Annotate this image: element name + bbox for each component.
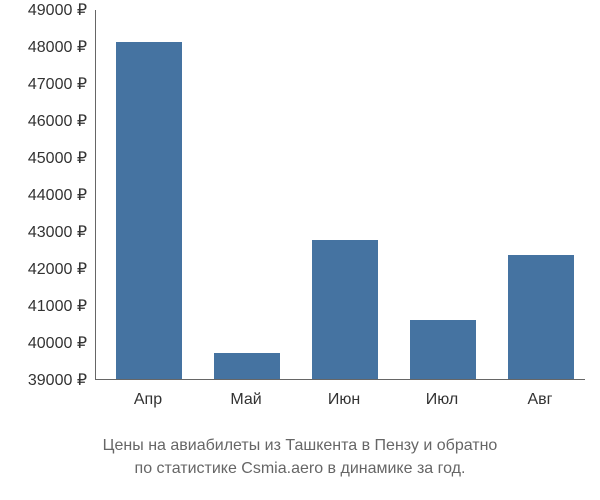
y-tick-label: 44000 ₽ [28, 185, 87, 205]
x-tick-label: Июн [328, 391, 360, 409]
y-tick-label: 45000 ₽ [28, 148, 87, 168]
chart-caption: Цены на авиабилеты из Ташкента в Пензу и… [0, 434, 600, 480]
y-tick-label: 47000 ₽ [28, 74, 87, 94]
bar [214, 353, 280, 379]
y-tick-label: 39000 ₽ [28, 370, 87, 390]
y-tick-label: 40000 ₽ [28, 333, 87, 353]
y-tick-label: 41000 ₽ [28, 296, 87, 316]
y-tick-label: 48000 ₽ [28, 37, 87, 57]
plot-area [95, 10, 585, 380]
y-axis: 49000 ₽48000 ₽47000 ₽46000 ₽45000 ₽44000… [0, 10, 95, 380]
price-chart: 49000 ₽ 48000 ₽ 47000 ₽ 46000 ₽ 45000 ₽ 44000… [0, 0, 600, 500]
bar [116, 42, 182, 379]
x-tick-label: Апр [134, 391, 162, 409]
x-tick-label: Июл [426, 391, 458, 409]
y-tick-label: 49000 ₽ [28, 0, 87, 20]
caption-line-1: Цены на авиабилеты из Ташкента в Пензу и… [103, 437, 498, 454]
y-tick-label: 43000 ₽ [28, 222, 87, 242]
x-tick-label: Май [230, 391, 261, 409]
bar [312, 240, 378, 379]
bar [410, 320, 476, 379]
bar [508, 255, 574, 379]
y-tick-label: 46000 ₽ [28, 111, 87, 131]
x-axis: Апр Май Июн Июл Авг [95, 385, 585, 415]
caption-line-2: по статистике Csmia.aero в динамике за г… [135, 460, 466, 477]
y-tick-label: 42000 ₽ [28, 259, 87, 279]
x-tick-label: Авг [527, 391, 552, 409]
